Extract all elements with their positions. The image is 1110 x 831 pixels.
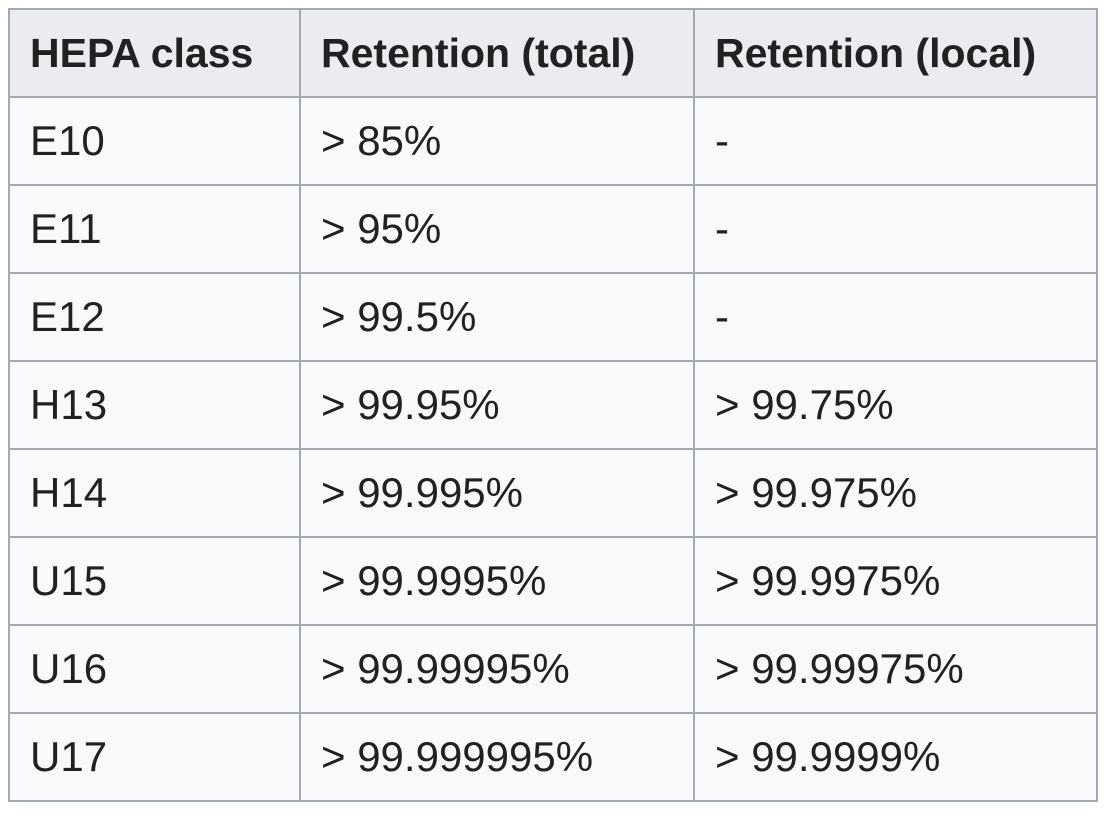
cell-retention-total: > 99.95% — [299, 360, 695, 450]
table-row: E10 > 85% - — [8, 96, 1098, 186]
cell-retention-local: - — [693, 96, 1098, 186]
table-row: H14 > 99.995% > 99.975% — [8, 448, 1098, 538]
cell-retention-total: > 95% — [299, 184, 695, 274]
cell-retention-local: > 99.99975% — [693, 624, 1098, 714]
header-retention-local: Retention (local) — [693, 8, 1098, 98]
header-hepa-class: HEPA class — [8, 8, 301, 98]
cell-retention-total: > 99.9995% — [299, 536, 695, 626]
table-row: H13 > 99.95% > 99.75% — [8, 360, 1098, 450]
cell-hepa-class: U16 — [8, 624, 301, 714]
table-header: HEPA class Retention (total) Retention (… — [8, 8, 1098, 98]
table-body: E10 > 85% - E11 > 95% - E12 > 99.5% - H1… — [8, 96, 1098, 802]
header-retention-total: Retention (total) — [299, 8, 695, 98]
header-row: HEPA class Retention (total) Retention (… — [8, 8, 1098, 98]
cell-retention-local: > 99.9975% — [693, 536, 1098, 626]
cell-retention-total: > 99.5% — [299, 272, 695, 362]
cell-retention-total: > 85% — [299, 96, 695, 186]
cell-retention-local: > 99.9999% — [693, 712, 1098, 802]
table-row: U15 > 99.9995% > 99.9975% — [8, 536, 1098, 626]
table-row: E11 > 95% - — [8, 184, 1098, 274]
table-row: U16 > 99.99995% > 99.99975% — [8, 624, 1098, 714]
table-row: U17 > 99.999995% > 99.9999% — [8, 712, 1098, 802]
hepa-class-table: HEPA class Retention (total) Retention (… — [8, 8, 1098, 802]
cell-retention-local: - — [693, 184, 1098, 274]
cell-hepa-class: E11 — [8, 184, 301, 274]
hepa-table-container: HEPA class Retention (total) Retention (… — [8, 8, 1098, 802]
cell-hepa-class: E10 — [8, 96, 301, 186]
cell-hepa-class: H13 — [8, 360, 301, 450]
cell-retention-local: > 99.975% — [693, 448, 1098, 538]
cell-retention-local: - — [693, 272, 1098, 362]
cell-retention-total: > 99.995% — [299, 448, 695, 538]
table-row: E12 > 99.5% - — [8, 272, 1098, 362]
cell-retention-total: > 99.999995% — [299, 712, 695, 802]
cell-retention-total: > 99.99995% — [299, 624, 695, 714]
cell-retention-local: > 99.75% — [693, 360, 1098, 450]
cell-hepa-class: H14 — [8, 448, 301, 538]
cell-hepa-class: U15 — [8, 536, 301, 626]
cell-hepa-class: E12 — [8, 272, 301, 362]
cell-hepa-class: U17 — [8, 712, 301, 802]
